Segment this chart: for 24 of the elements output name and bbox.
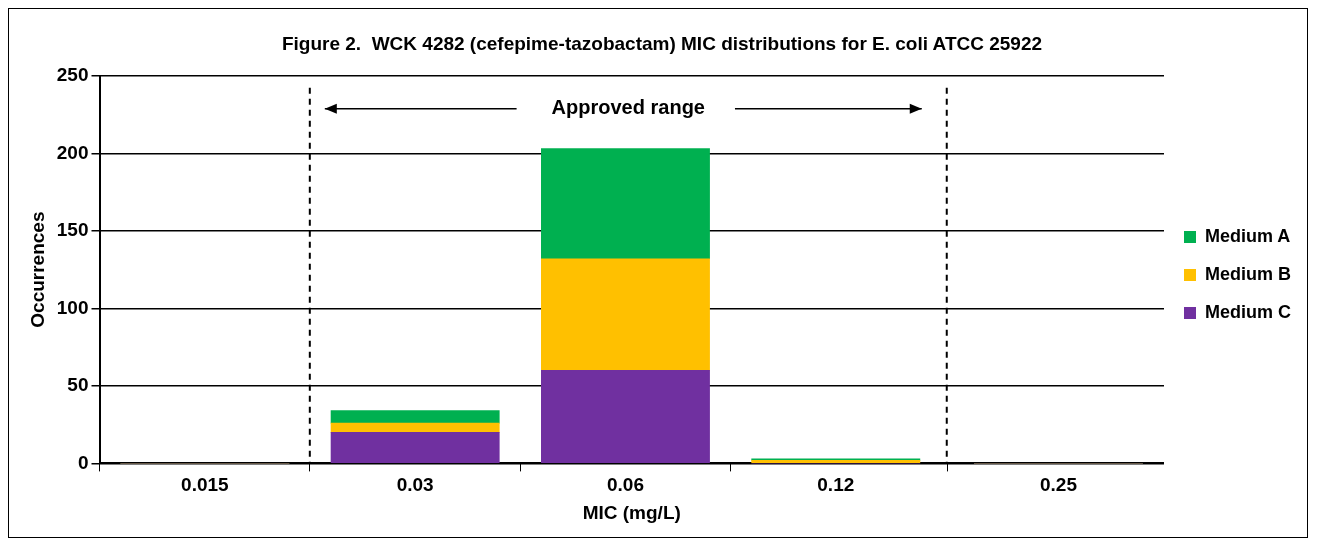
y-tick-label: 50 (67, 374, 89, 396)
bar (330, 422, 500, 433)
legend-label: Medium C (1205, 301, 1292, 322)
legend-label: Medium B (1205, 263, 1292, 284)
x-tick-label: 0.12 (817, 474, 855, 496)
legend-label: Medium A (1205, 225, 1291, 246)
y-tick-label: 150 (56, 219, 89, 241)
y-tick-label: 0 (77, 451, 89, 473)
x-tick-label: 0.06 (606, 474, 644, 496)
bar (330, 432, 500, 463)
chart-title: Figure 2. WCK 4282 (cefepime-tazobactam) MIC distributions for E. coli ATCC 25922 (281, 32, 1043, 54)
bar (330, 410, 500, 424)
bar (541, 148, 710, 260)
y-tick-label: 250 (56, 64, 89, 86)
y-axis-title: Occurrences (26, 211, 48, 328)
annotation: Approved range (551, 96, 705, 119)
x-tick-label: 0.25 (1039, 474, 1078, 496)
x-tick-label: 0.03 (396, 474, 434, 496)
y-tick-label: 100 (56, 296, 89, 318)
y-tick-label: 200 (56, 141, 89, 163)
x-axis-title: MIC (mg/L) (582, 501, 681, 523)
x-tick-label: 0.015 (181, 474, 230, 496)
bar (541, 258, 710, 371)
bar (541, 370, 710, 463)
